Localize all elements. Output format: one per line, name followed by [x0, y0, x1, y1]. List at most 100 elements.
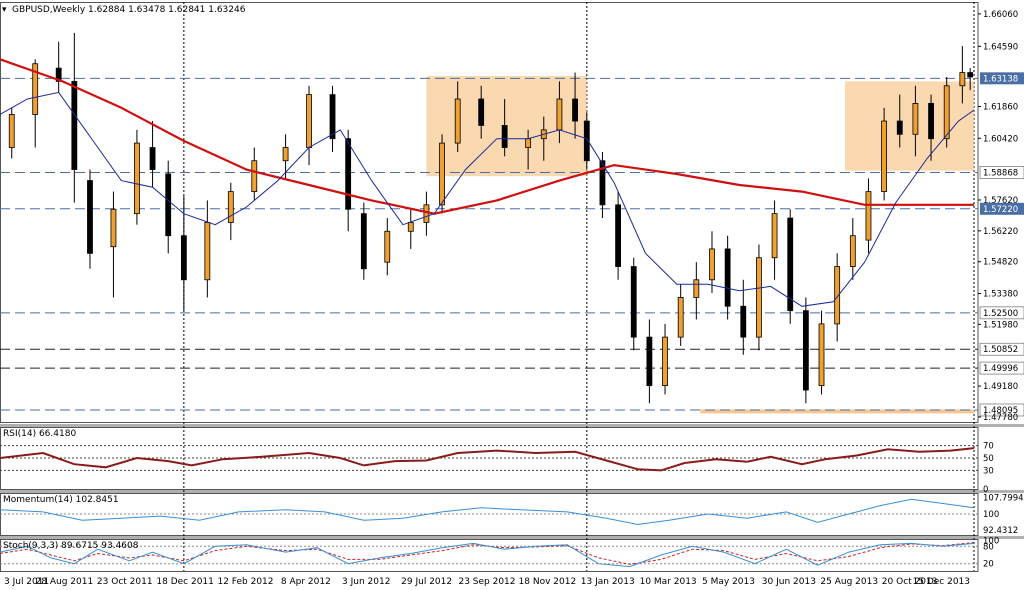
- candle-body-46: [849, 235, 856, 267]
- price-label-bg-5: [979, 166, 1024, 179]
- candle-body-18: [384, 230, 391, 263]
- candle-body-30: [599, 160, 606, 206]
- candle-body-42: [787, 217, 794, 312]
- price-label-bg-14: [979, 361, 1024, 375]
- price-tick-7: 1.57220: [983, 205, 1018, 215]
- price-tick-5: 1.58868: [983, 168, 1018, 178]
- candle-body-29: [583, 120, 590, 162]
- momentum-line: [0, 498, 975, 526]
- price-label-bg-16: [979, 403, 1024, 417]
- price-tick-8: 1.56220: [983, 227, 1018, 237]
- candle-body-40: [756, 257, 762, 338]
- candle-body-5: [110, 208, 117, 248]
- panel-separator-2: [0, 536, 1024, 539]
- price-label-bg-7: [980, 202, 1024, 215]
- candle-body-8: [165, 173, 172, 237]
- stoch-header: Stoch(9,3,3) 89.6715 93.4608: [3, 541, 139, 551]
- price-tick-15: 1.49180: [983, 382, 1018, 392]
- candle-body-43: [802, 310, 809, 391]
- price-tick-10: 1.53380: [983, 289, 1018, 299]
- date-tick-10: 13 Jan 2013: [581, 577, 635, 587]
- price-tick-12: 1.51980: [983, 320, 1018, 330]
- candle-body-48: [881, 120, 888, 193]
- rsi-line: [0, 447, 975, 472]
- price-tick-2: 1.63138: [983, 74, 1018, 84]
- price-tick-9: 1.54820: [983, 258, 1018, 268]
- candle-body-23: [478, 98, 485, 126]
- price-tick-3: 1.61860: [983, 103, 1018, 113]
- rsi-tick-3: 0: [983, 485, 988, 495]
- candle-body-24: [501, 125, 508, 148]
- price-tick-13: 1.50852: [983, 345, 1018, 355]
- date-tick-16: 15 Dec 2013: [913, 577, 971, 587]
- panel-separator-0: [0, 424, 1024, 427]
- price-tick-14: 1.49996: [983, 364, 1018, 374]
- date-tick-6: 3 Jun 2012: [342, 577, 390, 587]
- price-tick-4: 1.60420: [983, 134, 1018, 144]
- momentum-tick-1: 100: [983, 510, 999, 520]
- candle-body-45: [834, 266, 841, 325]
- date-tick-14: 25 Aug 2013: [820, 577, 878, 587]
- stoch-tick-0: 100: [983, 536, 999, 546]
- candle-body-44: [818, 323, 825, 387]
- candle-body-13: [282, 147, 289, 162]
- price-tick-11: 1.52500: [983, 309, 1018, 319]
- candle-body-22: [454, 98, 461, 144]
- price-tick-17: 1.47780: [983, 413, 1018, 423]
- candle-body-11: [227, 191, 234, 223]
- candle-body-19: [407, 222, 414, 232]
- candle-body-37: [709, 248, 715, 281]
- candle-body-49: [896, 120, 903, 135]
- candle-body-31: [615, 204, 621, 267]
- price-label-bg-11: [979, 306, 1024, 320]
- date-tick-4: 12 Feb 2012: [217, 577, 273, 587]
- rsi-tick-2: 30: [983, 466, 994, 476]
- symbol-header: GBPUSD,Weekly: [12, 5, 86, 15]
- candle-body-27: [556, 98, 563, 131]
- candle-body-15: [329, 94, 336, 140]
- date-tick-5: 8 Apr 2012: [281, 577, 331, 587]
- candle-body-47: [865, 191, 872, 241]
- candle-body-7: [149, 147, 156, 170]
- date-tick-11: 10 Mar 2013: [640, 577, 697, 587]
- candle-body-35: [677, 297, 684, 338]
- candle-body-54: [967, 72, 974, 78]
- window-dropdown-icon[interactable]: ▾: [2, 5, 7, 15]
- candle-body-16: [345, 138, 352, 210]
- ohlc-header: 1.62884 1.63478 1.62841 1.63246: [88, 5, 246, 15]
- stoch-tick-2: 20: [983, 560, 994, 570]
- price-tick-16: 1.48095: [983, 406, 1018, 416]
- candle-body-10: [204, 222, 211, 281]
- price-label-bg-13: [979, 342, 1024, 356]
- stoch-panel: [0, 539, 979, 572]
- candle-body-33: [646, 336, 653, 387]
- candle-body-50: [912, 103, 919, 135]
- candle-body-3: [71, 80, 78, 170]
- candle-body-17: [360, 213, 367, 270]
- price-label-bg-2: [980, 72, 1024, 85]
- candle-body-32: [630, 266, 637, 338]
- consolidation-range-1: [844, 81, 975, 171]
- momentum-tick-0: 107.7994: [983, 494, 1024, 504]
- candle-body-9: [180, 235, 187, 281]
- candle-body-6: [134, 142, 140, 215]
- date-tick-9: 18 Nov 2012: [519, 577, 577, 587]
- date-tick-0: 3 Jul 2011: [4, 577, 49, 587]
- candle-body-1: [32, 63, 39, 115]
- candle-body-34: [662, 336, 668, 387]
- candle-body-20: [423, 204, 430, 223]
- price-tick-6: 1.57620: [983, 196, 1018, 206]
- candle-body-0: [8, 114, 15, 148]
- candle-body-14: [306, 94, 312, 148]
- stoch-main-line: [0, 542, 975, 568]
- candle-body-12: [251, 160, 258, 193]
- candle-body-51: [928, 103, 934, 140]
- candle-body-4: [87, 180, 93, 254]
- date-tick-12: 5 May 2013: [702, 577, 755, 587]
- candle-body-52: [943, 85, 950, 140]
- panel-separator-1: [0, 490, 1024, 493]
- moving-average-long: [0, 58, 975, 215]
- stoch-signal-line: [0, 542, 975, 565]
- candle-body-53: [959, 72, 966, 87]
